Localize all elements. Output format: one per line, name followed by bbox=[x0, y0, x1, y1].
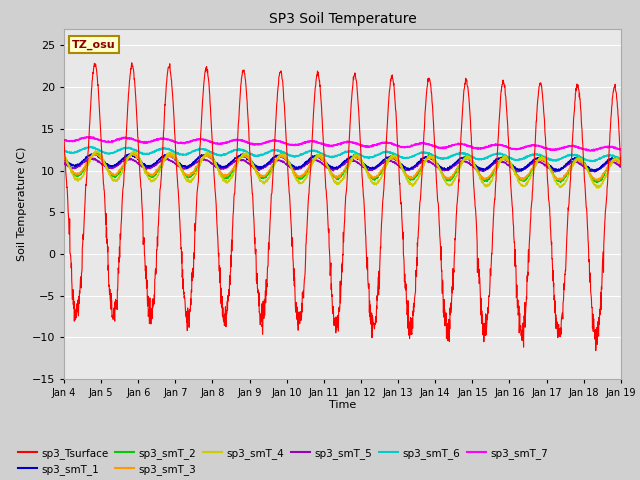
Legend: sp3_Tsurface, sp3_smT_1, sp3_smT_2, sp3_smT_3, sp3_smT_4, sp3_smT_5, sp3_smT_6, : sp3_Tsurface, sp3_smT_1, sp3_smT_2, sp3_… bbox=[18, 448, 548, 475]
X-axis label: Time: Time bbox=[329, 400, 356, 409]
Title: SP3 Soil Temperature: SP3 Soil Temperature bbox=[269, 12, 416, 26]
Y-axis label: Soil Temperature (C): Soil Temperature (C) bbox=[17, 147, 28, 261]
Text: TZ_osu: TZ_osu bbox=[72, 39, 116, 49]
